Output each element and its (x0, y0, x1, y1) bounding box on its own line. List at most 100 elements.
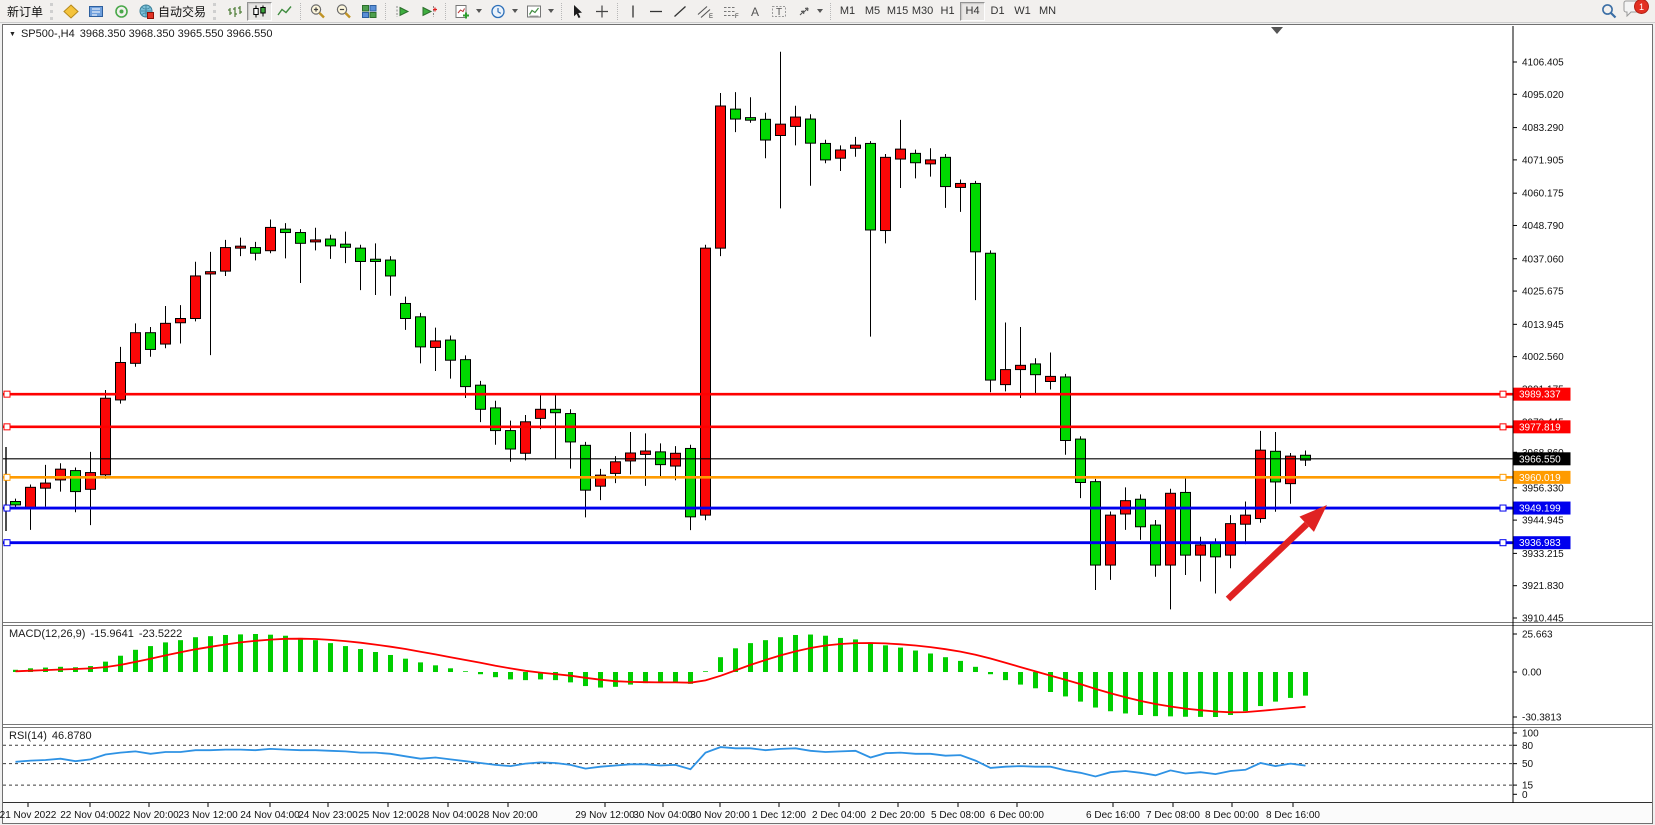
window-icon (63, 3, 79, 19)
notifications-button[interactable]: 1 (1622, 0, 1649, 22)
text-button[interactable]: A (744, 2, 767, 21)
svg-text:7 Dec 08:00: 7 Dec 08:00 (1146, 810, 1200, 821)
svg-text:50: 50 (1522, 759, 1534, 770)
auto-scroll-button[interactable] (390, 2, 416, 21)
svg-text:25.663: 25.663 (1522, 630, 1553, 641)
new-window-button[interactable] (59, 2, 84, 21)
svg-text:25 Nov 12:00: 25 Nov 12:00 (358, 810, 418, 821)
svg-text:1 Dec 12:00: 1 Dec 12:00 (752, 810, 806, 821)
template-dropdown[interactable] (522, 2, 558, 21)
time-axis[interactable]: 21 Nov 2022 22 Nov 04:00 22 Nov 20:00 23 No… (0, 803, 1320, 821)
timeframe-w1[interactable]: W1 (1014, 5, 1031, 17)
line-chart-mode-button[interactable] (272, 2, 297, 21)
svg-text:6 Dec 00:00: 6 Dec 00:00 (990, 810, 1044, 821)
channel-button[interactable]: E (692, 2, 718, 21)
time-axis-strip[interactable] (2, 803, 1653, 824)
channel-icon: E (697, 5, 713, 19)
line-chart-icon (277, 5, 292, 15)
svg-text:15: 15 (1522, 781, 1534, 792)
signals-button[interactable] (109, 2, 134, 21)
vertical-line-icon (632, 5, 634, 17)
trendline-icon (674, 5, 686, 17)
svg-text:3936.983: 3936.983 (1519, 538, 1561, 549)
svg-text:4106.405: 4106.405 (1522, 58, 1564, 69)
svg-text:29 Nov 12:00: 29 Nov 12:00 (575, 810, 635, 821)
market-watch-button[interactable] (84, 2, 109, 21)
clock-icon (491, 4, 505, 18)
timeframe-d1[interactable]: D1 (990, 5, 1005, 17)
notification-badge: 1 (1634, 0, 1649, 14)
timeframe-m15[interactable]: M15 (886, 5, 909, 17)
svg-text:80: 80 (1522, 741, 1534, 752)
zoom-in-icon (310, 4, 325, 19)
signal-icon (115, 4, 128, 18)
svg-text:30 Nov 20:00: 30 Nov 20:00 (690, 810, 750, 821)
line-anchor (1499, 539, 1507, 547)
svg-text:4060.175: 4060.175 (1522, 189, 1564, 200)
svg-text:8 Dec 16:00: 8 Dec 16:00 (1266, 810, 1320, 821)
chevron-down-icon (512, 9, 519, 13)
candlestick-mode-button[interactable] (247, 1, 273, 21)
new-order-button[interactable]: 新订单 (7, 4, 44, 19)
line-anchor (3, 390, 11, 398)
bar-chart-mode-button[interactable] (222, 2, 247, 21)
trend-arrow-annotation[interactable] (1225, 505, 1327, 602)
chevron-down-icon (476, 9, 483, 13)
zoom-out-button[interactable] (331, 2, 357, 21)
shift-marker-icon[interactable] (1271, 27, 1283, 34)
timeframe-h1[interactable]: H1 (940, 5, 955, 17)
macd-signal-line (15, 637, 1306, 714)
svg-text:23 Nov 12:00: 23 Nov 12:00 (178, 810, 238, 821)
horizontal-line-button[interactable] (644, 2, 668, 21)
period-dropdown[interactable] (486, 2, 522, 21)
price-badge (1513, 470, 1571, 484)
svg-text:0: 0 (1522, 790, 1528, 801)
chart-shift-button[interactable] (416, 2, 442, 21)
new-chart-dropdown[interactable] (450, 2, 486, 21)
timeframe-mn[interactable]: MN (1038, 5, 1057, 17)
svg-text:3956.330: 3956.330 (1522, 483, 1564, 494)
vertical-line-button[interactable] (622, 2, 644, 21)
fibonacci-button[interactable]: F (718, 2, 744, 21)
chevron-down-icon (548, 9, 555, 13)
svg-text:4083.290: 4083.290 (1522, 123, 1564, 134)
cursor-button[interactable] (566, 2, 590, 21)
svg-text:4048.790: 4048.790 (1522, 221, 1564, 232)
timeframe-m5[interactable]: M5 (864, 5, 881, 17)
arrows-dropdown[interactable] (792, 2, 827, 21)
svg-text:5 Dec 08:00: 5 Dec 08:00 (931, 810, 985, 821)
svg-text:4037.060: 4037.060 (1522, 254, 1564, 265)
toolbar-separator (385, 2, 387, 20)
zoom-out-icon (336, 4, 351, 19)
timeframe-m1[interactable]: M1 (839, 5, 856, 17)
svg-text:3989.337: 3989.337 (1519, 390, 1561, 401)
crosshair-button[interactable] (590, 2, 614, 21)
svg-text:F: F (735, 14, 739, 19)
line-anchor (3, 504, 11, 512)
rsi-line (15, 746, 1306, 778)
timeframe-h4[interactable]: H4 (960, 1, 986, 21)
timeframe-m30[interactable]: M30 (911, 5, 934, 17)
svg-text:21 Nov 2022: 21 Nov 2022 (0, 810, 57, 821)
line-anchor (1499, 390, 1507, 398)
tile-windows-button[interactable] (357, 2, 382, 21)
tile-windows-icon (362, 4, 377, 18)
svg-text:100: 100 (1522, 729, 1539, 740)
line-anchor (1499, 504, 1507, 512)
horizontal-lines[interactable]: 3989.337 3977.819 3966.550 3960.019 3949.199… (3, 387, 1571, 550)
text-icon: A (751, 5, 759, 19)
svg-text:4071.905: 4071.905 (1522, 155, 1564, 166)
text-label-button[interactable]: T (767, 2, 792, 21)
zoom-in-button[interactable] (305, 2, 331, 21)
horizontal-line-icon (650, 10, 663, 12)
autotrading-button[interactable]: 自动交易 (134, 2, 210, 21)
autotrading-icon (139, 4, 155, 19)
template-icon (527, 5, 542, 17)
trendline-button[interactable] (668, 2, 692, 21)
svg-text:E: E (709, 14, 713, 19)
auto-scroll-icon (396, 5, 410, 17)
search-button[interactable] (1596, 2, 1622, 21)
svg-text:3933.215: 3933.215 (1522, 549, 1564, 560)
